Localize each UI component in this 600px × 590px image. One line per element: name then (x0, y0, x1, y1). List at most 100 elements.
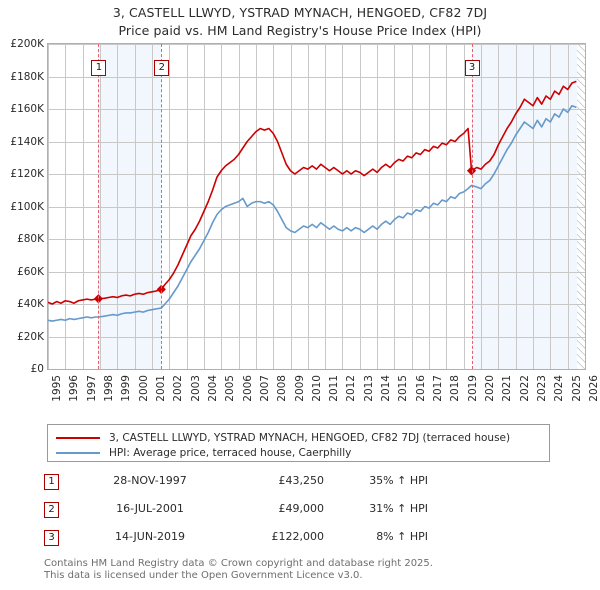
x-axis-tick-label: 2015 (397, 375, 410, 402)
gridline-horizontal (48, 109, 585, 110)
txn-date: 14-JUN-2019 (114, 530, 186, 543)
gridline-horizontal (48, 76, 585, 78)
y-axis-tick-label: £100K (10, 200, 44, 213)
chart-legend: 3, CASTELL LLWYD, YSTRAD MYNACH, HENGOED… (47, 424, 550, 462)
sale-marker-badge[interactable]: 3 (464, 60, 480, 76)
sale-marker-line (98, 44, 100, 369)
gridline-vertical (307, 44, 309, 369)
txn-price: £49,000 (278, 502, 325, 515)
y-axis-tick-label: £20K (17, 330, 44, 343)
x-axis-tick-label: 2026 (588, 375, 600, 402)
gridline-vertical (325, 44, 327, 369)
series-line (48, 80, 577, 305)
x-axis-tick-label: 2009 (293, 375, 306, 402)
table-row[interactable]: 2 16-JUL-2001 £49,000 31% ↑ HPI (44, 498, 474, 526)
sale-marker-line (471, 44, 473, 369)
x-axis-tick-label: 2022 (518, 375, 531, 402)
gridline-vertical (515, 44, 517, 369)
title-line-2: Price paid vs. HM Land Registry's House … (118, 23, 482, 38)
y-axis-tick-label: £120K (10, 168, 44, 180)
gridline-vertical (65, 44, 67, 369)
gridline-horizontal (48, 206, 585, 208)
x-axis-tick-label: 2003 (189, 375, 202, 402)
gridline-vertical (567, 44, 569, 369)
txn-index-badge: 2 (44, 502, 59, 518)
gridline-horizontal (48, 174, 585, 175)
x-axis-labels: 1995 1996 1997 1998 1999 2000 2001 2002 2003 2004… (47, 373, 600, 419)
y-axis-tick-label: £40K (17, 298, 44, 310)
gridline-vertical (533, 44, 535, 369)
gridline-vertical (203, 44, 205, 369)
y-axis-tick-label: £140K (10, 135, 44, 148)
txn-hpi-delta: 8% ↑ HPI (376, 530, 428, 543)
footer-attribution: Contains HM Land Registry data © Crown c… (44, 558, 584, 582)
y-axis-tick-label: £0 (30, 363, 44, 375)
y-axis-tick-label: £60K (17, 265, 44, 278)
series-line (48, 104, 577, 322)
txn-date: 28-NOV-1997 (113, 474, 187, 487)
x-axis-tick-label: 2020 (484, 375, 497, 402)
footer-line-2: This data is licensed under the Open Gov… (44, 570, 363, 581)
x-axis-tick-label: 2012 (345, 375, 358, 402)
x-axis-tick-label: 2008 (276, 375, 289, 402)
gridline-horizontal (48, 369, 585, 370)
gridline-vertical (117, 44, 119, 369)
sale-marker-badge[interactable]: 1 (91, 60, 107, 76)
txn-hpi-delta: 35% ↑ HPI (369, 474, 428, 487)
x-axis-tick-label: 1998 (102, 375, 115, 402)
txn-price: £43,250 (278, 474, 325, 487)
gridline-horizontal (48, 304, 585, 305)
x-axis-tick-label: 2023 (536, 375, 549, 402)
gridline-vertical (186, 44, 188, 369)
series-canvas (48, 80, 577, 322)
gridline-vertical (48, 44, 49, 369)
txn-index-badge: 1 (44, 474, 59, 490)
x-axis-tick-label: 2010 (310, 375, 323, 402)
x-axis-tick-label: 2006 (241, 375, 254, 402)
legend-swatch-hpi (56, 451, 100, 454)
y-axis-tick-label: £160K (10, 103, 44, 115)
gridline-vertical (481, 44, 483, 369)
gridline-vertical (238, 44, 240, 369)
legend-label-property: 3, CASTELL LLWYD, YSTRAD MYNACH, HENGOED… (109, 431, 511, 444)
x-axis-tick-label: 2013 (362, 375, 375, 402)
x-axis-tick-label: 2000 (137, 375, 150, 402)
gridline-horizontal (48, 239, 585, 240)
txn-price: £122,000 (271, 530, 325, 543)
txn-index-badge: 3 (44, 530, 59, 546)
txn-date: 16-JUL-2001 (116, 502, 184, 515)
sale-marker-badge[interactable]: 2 (154, 60, 170, 76)
x-axis-tick-label: 2024 (553, 375, 566, 402)
gridline-vertical (342, 44, 344, 369)
gridline-vertical (99, 44, 101, 369)
x-axis-tick-label: 2025 (570, 375, 583, 402)
y-axis-tick-label: £180K (10, 70, 44, 83)
x-axis-tick-label: 2007 (258, 375, 271, 402)
gridline-horizontal (48, 44, 585, 45)
gridline-vertical (463, 44, 465, 369)
x-axis-tick-label: 2011 (328, 375, 341, 402)
legend-item-property: 3, CASTELL LLWYD, YSTRAD MYNACH, HENGOED… (56, 429, 510, 446)
gridline-vertical (377, 44, 379, 369)
page-title: 3, CASTELL LLWYD, YSTRAD MYNACH, HENGOED… (0, 4, 600, 40)
x-axis-tick-label: 2005 (224, 375, 237, 402)
x-axis-tick-label: 2001 (154, 375, 167, 402)
gridline-vertical (550, 44, 552, 369)
legend-item-hpi: HPI: Average price, terraced house, Caer… (56, 444, 351, 461)
table-row[interactable]: 1 28-NOV-1997 £43,250 35% ↑ HPI (44, 470, 474, 498)
gridline-vertical (446, 44, 448, 369)
gridline-horizontal (48, 141, 585, 143)
footer-line-1: Contains HM Land Registry data © Crown c… (44, 558, 433, 569)
x-axis-tick-label: 1999 (120, 375, 133, 402)
gridline-vertical (169, 44, 171, 369)
table-row[interactable]: 3 14-JUN-2019 £122,000 8% ↑ HPI (44, 526, 474, 554)
legend-swatch-property (56, 436, 100, 439)
gridline-vertical (290, 44, 292, 369)
sale-marker-line (161, 44, 163, 369)
gridline-vertical (151, 44, 153, 369)
gridline-vertical (359, 44, 361, 369)
title-line-1: 3, CASTELL LLWYD, YSTRAD MYNACH, HENGOED… (112, 5, 488, 20)
gridline-vertical (394, 44, 396, 369)
y-axis-tick-label: £200K (10, 38, 44, 50)
